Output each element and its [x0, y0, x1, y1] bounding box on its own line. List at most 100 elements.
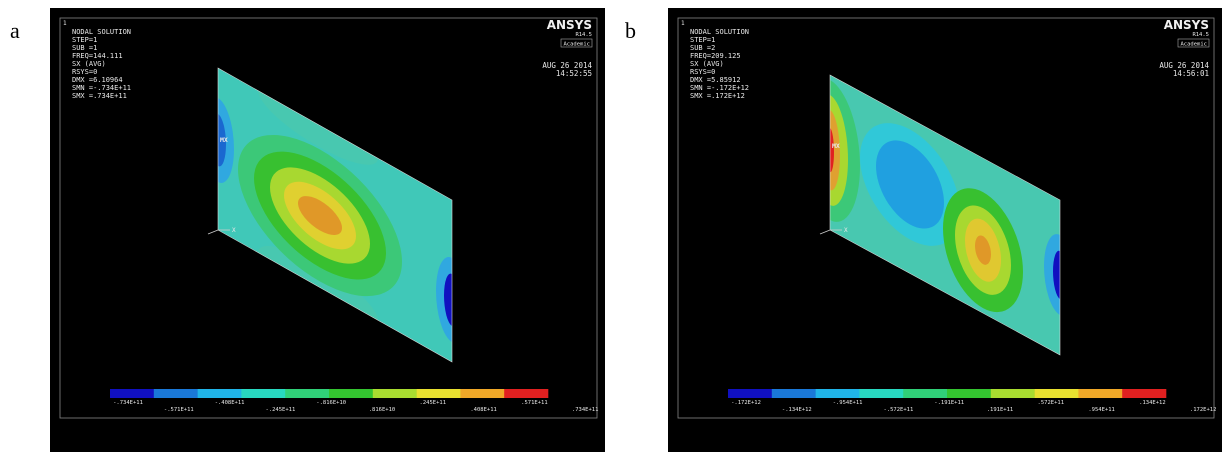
axis-label: X	[844, 227, 848, 234]
axis-label: X	[232, 227, 236, 234]
max-marker: MX	[220, 136, 228, 144]
colorbar-segment	[728, 389, 773, 398]
plate	[217, 67, 453, 363]
window-number: 1	[63, 20, 67, 27]
time: 14:52:55	[556, 69, 592, 78]
colorbar-segment	[771, 389, 816, 398]
contour-band	[298, 196, 342, 236]
contour-band	[218, 97, 234, 183]
max-marker: MX	[832, 142, 840, 150]
colorbar-segment	[1034, 389, 1079, 398]
legend-label: -.816E+10	[316, 400, 346, 406]
legend-label: .954E+11	[1088, 407, 1115, 413]
info-line: SMX =.734E+11	[72, 92, 127, 100]
license-box	[1177, 38, 1210, 48]
legend-label: .572E+11	[1038, 400, 1065, 406]
legend-label: -.734E+11	[113, 400, 143, 406]
license-box	[560, 38, 593, 48]
legend-label: .245E+11	[420, 400, 447, 406]
plate-edge	[217, 67, 453, 363]
legend-label: .816E+10	[369, 407, 396, 413]
info-line: RSYS=0	[690, 68, 715, 76]
info-line: FREQ=209.125	[690, 52, 741, 60]
legend-label: -.191E+11	[934, 400, 964, 406]
contour-band	[218, 113, 226, 167]
info-line: RSYS=0	[72, 68, 97, 76]
colorbar-segment	[110, 389, 155, 398]
legend-label: .571E+11	[521, 400, 548, 406]
legend-label: .191E+11	[987, 407, 1014, 413]
license: Academic	[564, 42, 591, 48]
contour-band	[830, 127, 834, 173]
legend-label: .734E+11	[572, 407, 599, 413]
colorbar-segment	[153, 389, 198, 398]
info-line: NODAL SOLUTION	[72, 28, 131, 36]
info-line: FREQ=144.111	[72, 52, 123, 60]
legend-label: -.134E+12	[782, 407, 812, 413]
panel-label: a	[10, 18, 20, 43]
legend-label: -.571E+11	[164, 407, 194, 413]
colorbar-segment	[859, 389, 904, 398]
info-line: SUB =1	[72, 44, 97, 52]
colorbar-segment	[1078, 389, 1123, 398]
legend-label: -.408E+11	[215, 400, 245, 406]
date: AUG 26 2014	[1159, 61, 1209, 70]
plate	[829, 74, 1061, 356]
colorbar-segment	[416, 389, 461, 398]
frame	[59, 17, 598, 419]
contour-band	[444, 273, 452, 327]
contour-band	[975, 235, 991, 265]
colorbar-segment	[197, 389, 242, 398]
info-line: NODAL SOLUTION	[690, 28, 749, 36]
colorbar-segment	[504, 389, 549, 398]
legend-label: -.954E+11	[833, 400, 863, 406]
colorbar-segment	[285, 389, 330, 398]
frame	[677, 17, 1215, 419]
version: R14.5	[1192, 32, 1209, 38]
contour-band	[436, 257, 452, 343]
time: 14:56:01	[1173, 69, 1209, 78]
colorbar-segment	[460, 389, 505, 398]
info-line: SMN =-.734E+11	[72, 84, 131, 92]
license: Academic	[1181, 42, 1208, 48]
axis-triad	[207, 229, 219, 235]
colorbar-segment	[990, 389, 1035, 398]
logo: ANSYS	[1164, 18, 1209, 32]
legend-label: .134E+12	[1139, 400, 1166, 406]
info-line: SX (AVG)	[72, 60, 106, 68]
legend-label: .408E+11	[470, 407, 497, 413]
info-line: SMX =.172E+12	[690, 92, 745, 100]
logo: ANSYS	[547, 18, 592, 32]
colorbar-segment	[241, 389, 286, 398]
info-line: STEP=1	[690, 36, 715, 44]
plate-edge	[829, 74, 1061, 356]
info-line: SX (AVG)	[690, 60, 724, 68]
contour-band	[1053, 250, 1060, 300]
legend-label: -.172E+12	[731, 400, 761, 406]
info-line: DMX =6.10964	[72, 76, 123, 84]
axis-triad	[819, 229, 831, 235]
contour-band	[830, 109, 840, 191]
window-number: 1	[681, 20, 685, 27]
legend-label: -.245E+11	[265, 407, 295, 413]
legend-label: .172E+12	[1190, 407, 1217, 413]
contour-band	[830, 94, 848, 206]
info-line: DMX =5.85912	[690, 76, 741, 84]
colorbar-segment	[903, 389, 948, 398]
version: R14.5	[575, 32, 592, 38]
contour-band	[876, 140, 944, 229]
legend-label: -.572E+11	[883, 407, 913, 413]
colorbar-segment	[329, 389, 374, 398]
contour-band	[1044, 234, 1060, 316]
colorbar-segment	[815, 389, 860, 398]
date: AUG 26 2014	[542, 61, 592, 70]
colorbar-segment	[1122, 389, 1167, 398]
panel-label: b	[625, 18, 636, 43]
info-line: SMN =-.172E+12	[690, 84, 749, 92]
info-line: STEP=1	[72, 36, 97, 44]
info-line: SUB =2	[690, 44, 715, 52]
colorbar-segment	[372, 389, 417, 398]
